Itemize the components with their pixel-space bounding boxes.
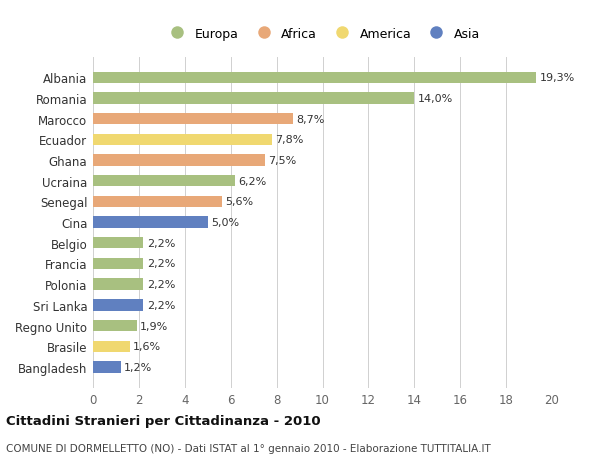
Bar — [93, 217, 208, 228]
Bar — [93, 73, 536, 84]
Bar — [93, 93, 415, 104]
Bar — [93, 238, 143, 249]
Text: 5,6%: 5,6% — [225, 197, 253, 207]
Text: 2,2%: 2,2% — [147, 238, 175, 248]
Text: 19,3%: 19,3% — [539, 73, 575, 83]
Text: 6,2%: 6,2% — [239, 176, 267, 186]
Bar — [93, 341, 130, 352]
Bar — [93, 320, 137, 331]
Text: 8,7%: 8,7% — [296, 114, 325, 124]
Bar — [93, 362, 121, 373]
Text: 2,2%: 2,2% — [147, 300, 175, 310]
Bar — [93, 196, 221, 207]
Text: 1,6%: 1,6% — [133, 341, 161, 352]
Bar — [93, 114, 293, 125]
Bar — [93, 155, 265, 166]
Text: 7,5%: 7,5% — [269, 156, 297, 166]
Text: 5,0%: 5,0% — [211, 218, 239, 228]
Bar — [93, 300, 143, 311]
Text: 1,9%: 1,9% — [140, 321, 168, 331]
Bar — [93, 279, 143, 290]
Text: 1,2%: 1,2% — [124, 362, 152, 372]
Text: 2,2%: 2,2% — [147, 280, 175, 290]
Text: 2,2%: 2,2% — [147, 259, 175, 269]
Bar — [93, 258, 143, 269]
Bar — [93, 134, 272, 146]
Text: 14,0%: 14,0% — [418, 94, 453, 104]
Text: Cittadini Stranieri per Cittadinanza - 2010: Cittadini Stranieri per Cittadinanza - 2… — [6, 414, 320, 428]
Text: 7,8%: 7,8% — [275, 135, 304, 145]
Legend: Europa, Africa, America, Asia: Europa, Africa, America, Asia — [161, 24, 484, 45]
Text: COMUNE DI DORMELLETTO (NO) - Dati ISTAT al 1° gennaio 2010 - Elaborazione TUTTIT: COMUNE DI DORMELLETTO (NO) - Dati ISTAT … — [6, 443, 491, 453]
Bar — [93, 176, 235, 187]
